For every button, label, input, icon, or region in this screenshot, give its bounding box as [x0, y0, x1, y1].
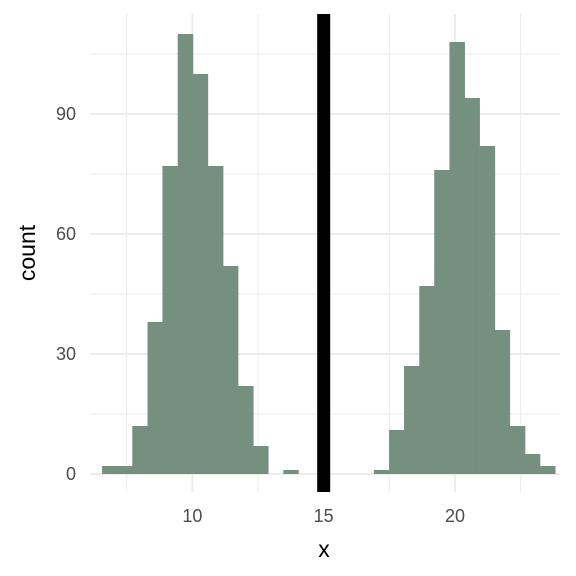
histogram-bar-10 [253, 446, 269, 474]
histogram-bar-12 [283, 470, 299, 474]
histogram-bar-22 [434, 170, 450, 474]
histogram-bar-27 [509, 426, 526, 474]
histogram-bar-4 [162, 166, 178, 474]
y-tick-label-1: 30 [56, 344, 76, 364]
histogram-bar-6 [192, 74, 209, 474]
histogram-bar-1 [117, 466, 133, 474]
histogram-bar-20 [404, 366, 420, 474]
histogram-bar-7 [207, 166, 224, 474]
bars-layer [102, 34, 556, 474]
histogram-bar-23 [449, 42, 465, 474]
histogram-bar-9 [238, 386, 254, 474]
y-tick-label-3: 90 [56, 104, 76, 124]
x-tick-label-2: 20 [445, 506, 465, 526]
histogram-bar-0 [102, 466, 118, 474]
histogram-bar-24 [464, 98, 480, 474]
histogram-bar-2 [132, 426, 148, 474]
x-axis-title: x [318, 536, 330, 562]
histogram-bar-8 [222, 266, 239, 474]
histogram-bar-26 [494, 330, 511, 474]
histogram-bar-3 [147, 322, 164, 474]
y-axis-title: count [14, 224, 40, 281]
histogram-bar-5 [177, 34, 194, 474]
histogram-bar-19 [389, 430, 405, 474]
tick-layer: 10 15 20 0 30 60 90 [56, 104, 465, 526]
histogram-bar-18 [373, 470, 390, 474]
histogram-bar-29 [540, 466, 556, 474]
y-tick-label-2: 60 [56, 224, 76, 244]
histogram-bar-21 [419, 286, 435, 474]
histogram-bar-28 [524, 454, 541, 474]
y-tick-label-0: 0 [66, 464, 76, 484]
x-tick-label-1: 15 [314, 506, 334, 526]
histogram-bar-25 [479, 146, 496, 474]
x-tick-label-0: 10 [182, 506, 202, 526]
